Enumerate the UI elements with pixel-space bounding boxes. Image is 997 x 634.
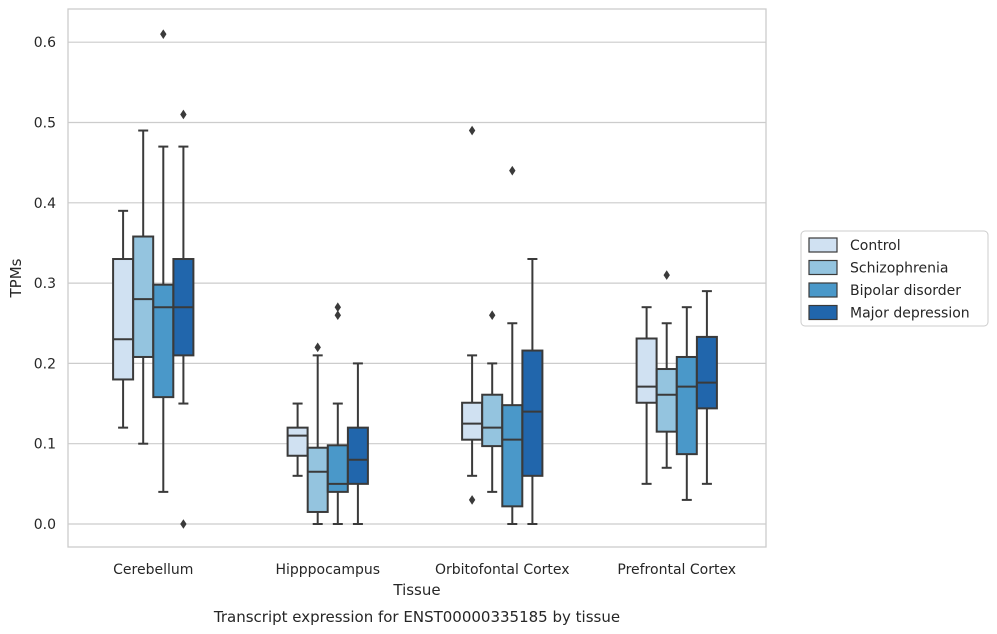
y-tick-labels: 0.0 0.1 0.2 0.3 0.4 0.5 0.6 [34,35,56,533]
iqr-box [346,426,369,485]
legend-swatch [808,237,838,253]
legend: Control Schizophrenia Bipolar disorder Majo… [800,230,989,327]
legend-label: Bipolar disorder [850,283,961,299]
box-plot [635,306,658,485]
iqr-box [306,446,329,513]
outlier-point [663,270,670,280]
legend-frame [800,230,989,327]
outlier-point [160,29,167,39]
iqr-box [461,401,484,441]
figure-caption: Transcript expression for ENST0000033518… [213,608,620,626]
iqr-box [286,426,309,457]
iqr-box [481,393,504,448]
outlier-point [509,165,516,176]
iqr-box [112,258,135,381]
box-plots [112,29,718,529]
x-tick-labels: Cerebellum Hipppocampus Orbitofontal Corte… [113,562,736,578]
outlier-point [334,302,341,312]
iqr-box [695,335,718,410]
box-plot [346,362,369,525]
y-tick-label: 0.4 [34,196,56,212]
y-axis-title: TPMs [7,258,25,298]
box-plot [286,402,309,477]
iqr-box [152,283,175,399]
legend-swatch [808,304,838,321]
y-tick-label: 0.1 [34,437,56,453]
iqr-box [326,444,349,493]
outlier-point [180,519,187,529]
box-plot [172,109,195,529]
outlier-point [468,495,476,505]
x-tick-label: Prefrontal Cortex [617,562,736,578]
box-plot [695,290,718,485]
outlier-point [489,310,496,321]
x-tick-label: Hipppocampus [275,562,380,578]
y-tick-label: 0.0 [34,517,56,533]
legend-swatch [808,259,838,276]
box-plot [675,306,698,501]
y-tick-label: 0.3 [34,276,56,292]
x-tick-label: Cerebellum [113,562,193,578]
iqr-box [675,355,698,456]
iqr-box [635,337,658,404]
iqr-box [132,235,155,358]
y-tick-label: 0.2 [34,356,56,372]
outlier-point [334,310,341,321]
iqr-box [655,368,678,433]
legend-label: Control [850,238,901,254]
iqr-box [521,349,544,477]
x-axis-title: Tissue [392,581,440,599]
iqr-box [501,404,524,508]
legend-swatch [808,282,838,298]
outlier-point [314,342,321,353]
y-tick-label: 0.5 [34,116,56,132]
y-tick-label: 0.6 [34,35,56,51]
legend-label: Major depression [850,306,970,322]
outlier-point [468,125,476,136]
outlier-point [180,109,187,120]
box-plot [481,310,504,493]
box-plot [521,258,544,525]
x-tick-label: Orbitofontal Cortex [435,562,570,578]
legend-label: Schizophrenia [850,261,948,277]
box-plot [326,302,349,525]
